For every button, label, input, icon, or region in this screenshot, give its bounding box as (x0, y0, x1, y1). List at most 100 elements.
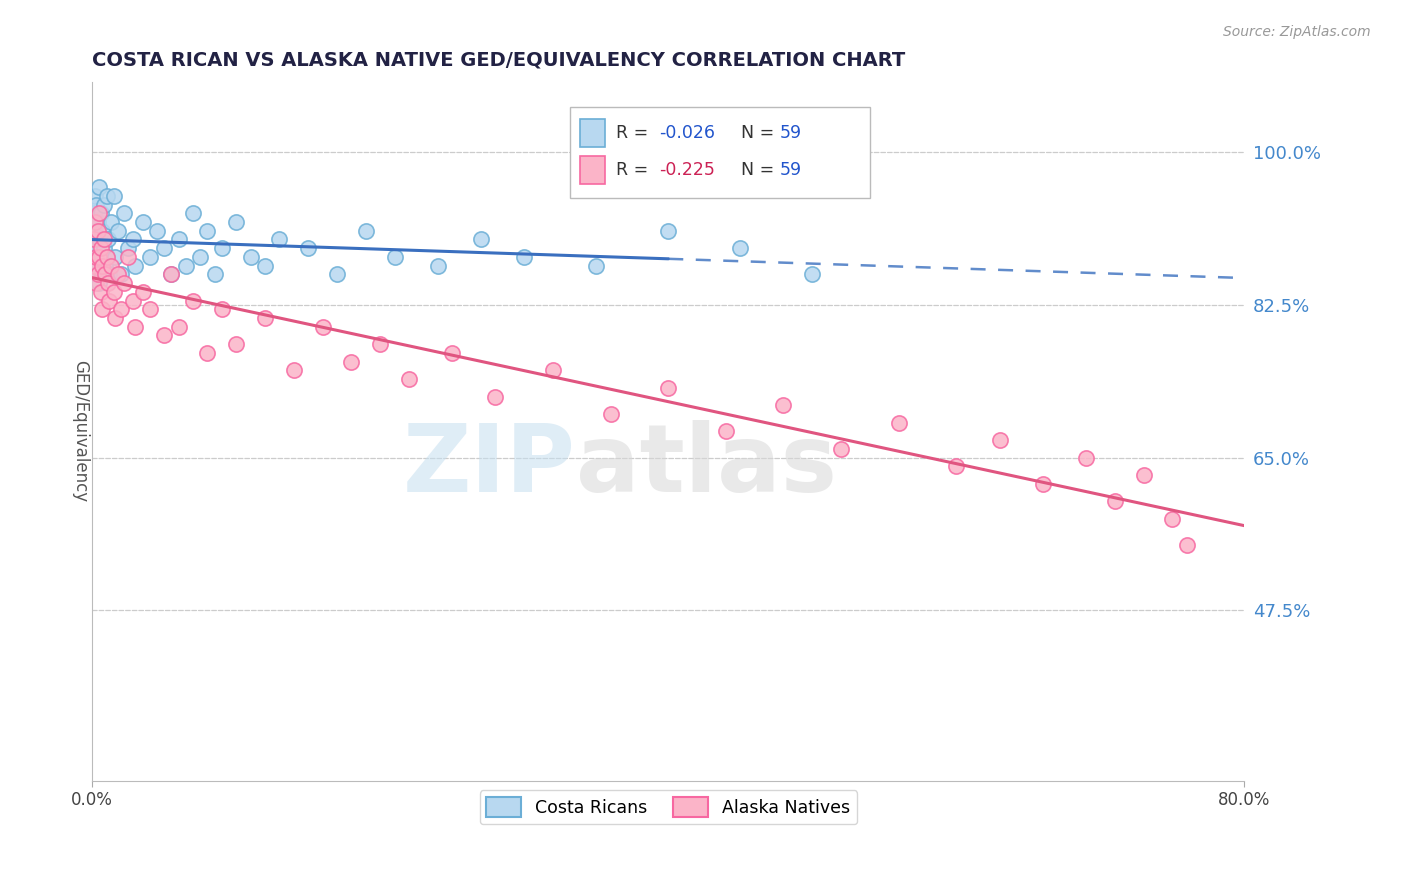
Point (87, 224, 110, 238)
Text: N =: N = (741, 161, 779, 178)
Point (84, 189, 107, 203)
Point (239, 250, 262, 264)
Point (153, 328, 176, 343)
Point (225, 337, 247, 351)
Point (83, 224, 105, 238)
Text: Source: ZipAtlas.com: Source: ZipAtlas.com (1223, 25, 1371, 39)
Point (83, 232, 105, 246)
Point (100, 215, 122, 229)
Point (107, 268, 129, 282)
Point (398, 372, 420, 386)
Point (96, 250, 118, 264)
Point (513, 250, 536, 264)
Point (84, 215, 107, 229)
Point (94, 259, 117, 273)
Point (297, 241, 319, 255)
Point (121, 232, 143, 246)
Point (340, 354, 363, 368)
Point (83, 259, 105, 273)
Point (94, 268, 117, 282)
Point (585, 259, 607, 273)
Point (100, 259, 122, 273)
Point (887, 416, 910, 430)
Point (107, 224, 129, 238)
Text: COSTA RICAN VS ALASKA NATIVE GED/EQUIVALENCY CORRELATION CHART: COSTA RICAN VS ALASKA NATIVE GED/EQUIVAL… (93, 51, 905, 70)
Point (830, 442, 852, 456)
Text: -0.225: -0.225 (659, 161, 714, 178)
Point (87, 215, 110, 229)
FancyBboxPatch shape (579, 120, 605, 147)
Point (124, 319, 146, 334)
Point (98, 293, 121, 308)
Point (98, 268, 121, 282)
Point (599, 407, 621, 421)
Point (204, 268, 226, 282)
Point (354, 224, 377, 238)
Point (91, 268, 114, 282)
Point (89, 276, 111, 290)
Point (730, 241, 752, 255)
Point (90, 250, 112, 264)
Point (131, 285, 153, 299)
Point (103, 285, 125, 299)
Point (104, 311, 127, 326)
Point (945, 459, 967, 474)
Point (326, 268, 349, 282)
Point (139, 302, 162, 317)
Point (112, 276, 135, 290)
Point (89, 232, 111, 246)
Point (117, 241, 139, 255)
Text: R =: R = (616, 124, 654, 143)
Point (167, 319, 190, 334)
Point (160, 268, 183, 282)
Point (117, 250, 139, 264)
Point (86, 250, 108, 264)
Y-axis label: GED/Equivalency: GED/Equivalency (72, 360, 90, 502)
Point (441, 346, 464, 360)
Point (131, 215, 153, 229)
Point (110, 268, 132, 282)
Point (86, 241, 108, 255)
Point (772, 398, 794, 412)
Point (484, 390, 506, 404)
Point (470, 232, 492, 246)
Point (1161, 512, 1184, 526)
Point (988, 434, 1011, 448)
Point (86, 197, 108, 211)
Point (89, 250, 111, 264)
Point (90, 285, 112, 299)
FancyBboxPatch shape (579, 156, 605, 184)
Point (121, 293, 143, 308)
Point (84, 250, 107, 264)
Point (86, 268, 108, 282)
Point (1032, 476, 1054, 491)
Point (97, 232, 120, 246)
Point (146, 224, 169, 238)
Point (1175, 538, 1198, 552)
Point (112, 206, 135, 220)
Point (167, 232, 190, 246)
Point (91, 259, 114, 273)
Point (188, 250, 211, 264)
Point (1132, 468, 1154, 483)
Point (1104, 494, 1126, 508)
Point (197, 224, 219, 238)
Point (93, 232, 115, 246)
Point (714, 425, 737, 439)
Point (90, 241, 112, 255)
Point (197, 346, 219, 360)
Point (181, 293, 204, 308)
Point (104, 250, 127, 264)
Point (110, 302, 132, 317)
Text: 59: 59 (780, 124, 803, 143)
Point (211, 241, 233, 255)
Text: ZIP: ZIP (404, 420, 576, 512)
Text: R =: R = (616, 161, 654, 178)
Point (91, 302, 114, 317)
Point (160, 268, 183, 282)
Point (87, 259, 110, 273)
Point (93, 241, 115, 255)
Point (211, 302, 233, 317)
Point (283, 363, 305, 377)
Point (96, 250, 118, 264)
